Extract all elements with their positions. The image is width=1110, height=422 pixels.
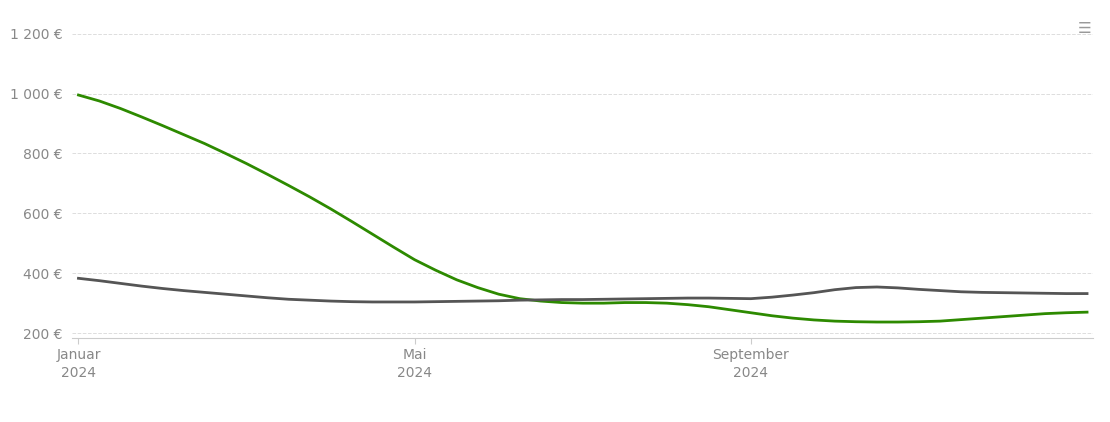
Text: ☰: ☰ bbox=[1078, 21, 1091, 36]
